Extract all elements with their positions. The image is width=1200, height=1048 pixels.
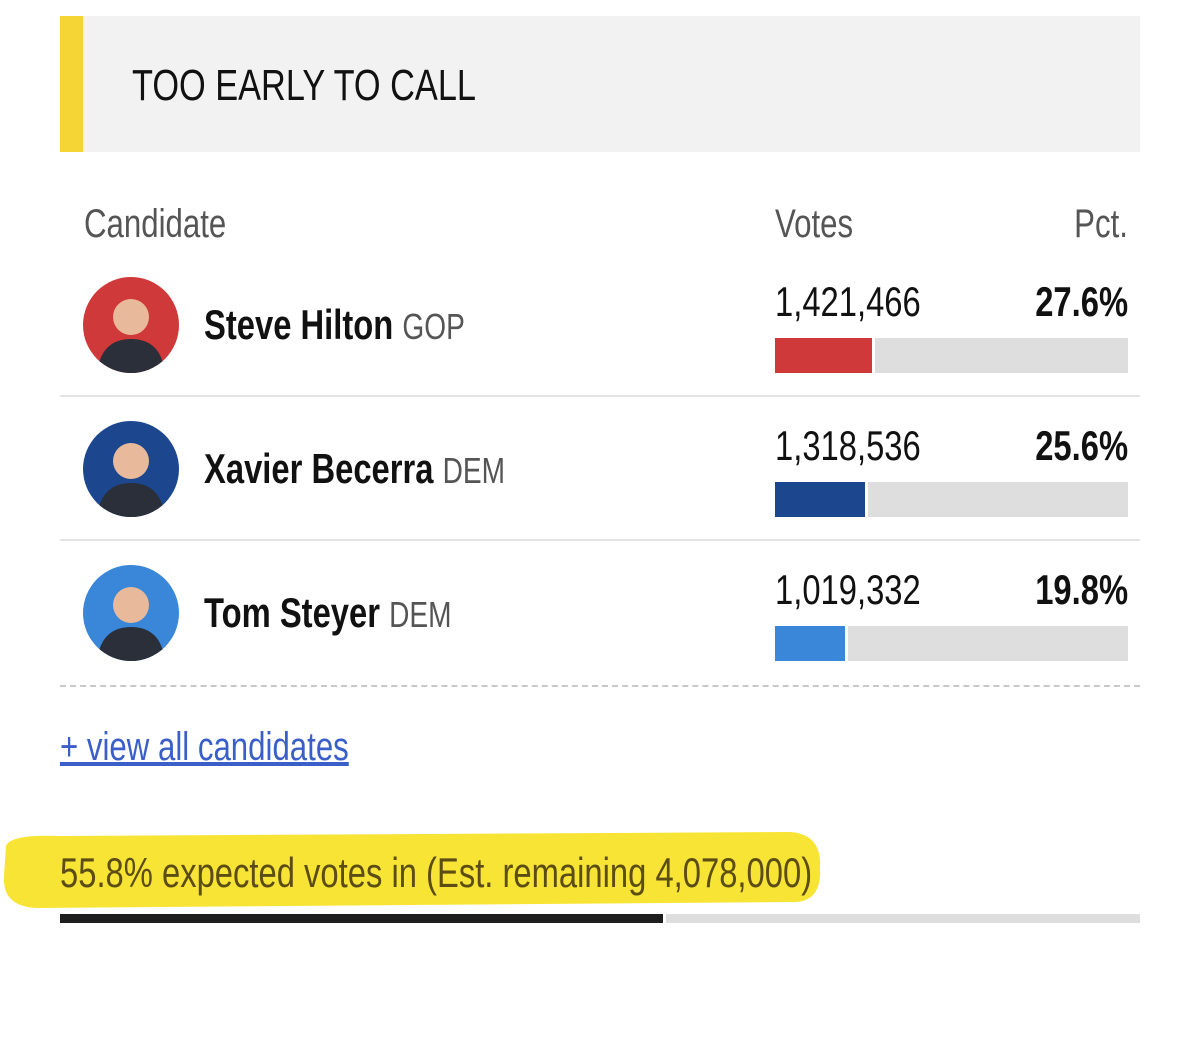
candidate-photo: [83, 565, 179, 661]
row-separator: [60, 539, 1140, 541]
status-text: TOO EARLY TO CALL: [132, 61, 476, 110]
photo-figure: [97, 299, 165, 373]
face: [113, 299, 149, 335]
votes: 1,421,466: [775, 279, 962, 325]
bar-track: [775, 338, 1128, 373]
candidate: Tom Steyer DEM: [204, 589, 521, 639]
pct: 19.8%: [1009, 567, 1128, 613]
candidate-photo: [83, 421, 179, 517]
pct: 25.6%: [1009, 423, 1128, 469]
vote-bar: [775, 626, 848, 661]
photo-figure: [97, 587, 165, 661]
votes-text: 1,019,332: [775, 566, 921, 613]
status-stripe: [60, 16, 83, 152]
candidate: Steve Hilton GOP: [204, 301, 538, 351]
header-text: Votes: [775, 202, 854, 246]
highlight-shape: [3, 832, 821, 908]
header-text: Pct.: [1074, 202, 1128, 246]
shoulders: [97, 339, 165, 373]
header-votes: Votes: [775, 202, 875, 246]
candidate-label: Tom Steyer DEM: [204, 589, 452, 639]
votes-text: 1,318,536: [775, 422, 921, 469]
face: [113, 587, 149, 623]
vote-bar: [775, 482, 869, 517]
pct: 27.6%: [1009, 279, 1128, 325]
status-title: TOO EARLY TO CALL: [132, 62, 573, 110]
face: [113, 443, 149, 479]
shoulders: [97, 627, 165, 661]
candidate: Xavier Becerra DEM: [204, 445, 590, 495]
expected-bar: [60, 914, 666, 923]
shoulders: [97, 483, 165, 517]
party: DEM: [442, 450, 506, 491]
photo-figure: [97, 443, 165, 517]
row-separator: [60, 395, 1140, 397]
candidate-name: Tom Steyer: [204, 589, 380, 636]
candidate-name: Steve Hilton: [204, 301, 394, 348]
status-banner: TOO EARLY TO CALL: [60, 16, 1140, 152]
party: DEM: [389, 594, 452, 635]
candidate-photo: [83, 277, 179, 373]
highlight: [3, 832, 821, 908]
pct-text: 19.8%: [1035, 566, 1128, 613]
votes: 1,318,536: [775, 423, 962, 469]
link-text[interactable]: + view all candidates: [60, 725, 349, 769]
header-candidate: Candidate: [84, 202, 266, 246]
votes: 1,019,332: [775, 567, 962, 613]
pct-text: 27.6%: [1035, 278, 1128, 325]
votes-text: 1,421,466: [775, 278, 921, 325]
expected-track: [60, 914, 1140, 923]
party: GOP: [402, 306, 465, 347]
dashed-divider: [60, 685, 1140, 687]
candidate-name: Xavier Becerra: [204, 445, 434, 492]
expected-votes: 55.8% expected votes in (Est. remaining …: [60, 850, 1024, 896]
bar-track: [775, 626, 1128, 661]
header-text: Candidate: [84, 202, 227, 246]
expected-text: 55.8% expected votes in (Est. remaining …: [60, 849, 813, 896]
view-all-link[interactable]: + view all candidates: [60, 724, 430, 770]
candidate-label: Xavier Becerra DEM: [204, 445, 505, 495]
bar-track: [775, 482, 1128, 517]
pct-text: 25.6%: [1035, 422, 1128, 469]
header-pct: Pct.: [1059, 202, 1128, 246]
vote-bar: [775, 338, 876, 373]
candidate-label: Steve Hilton GOP: [204, 301, 465, 351]
